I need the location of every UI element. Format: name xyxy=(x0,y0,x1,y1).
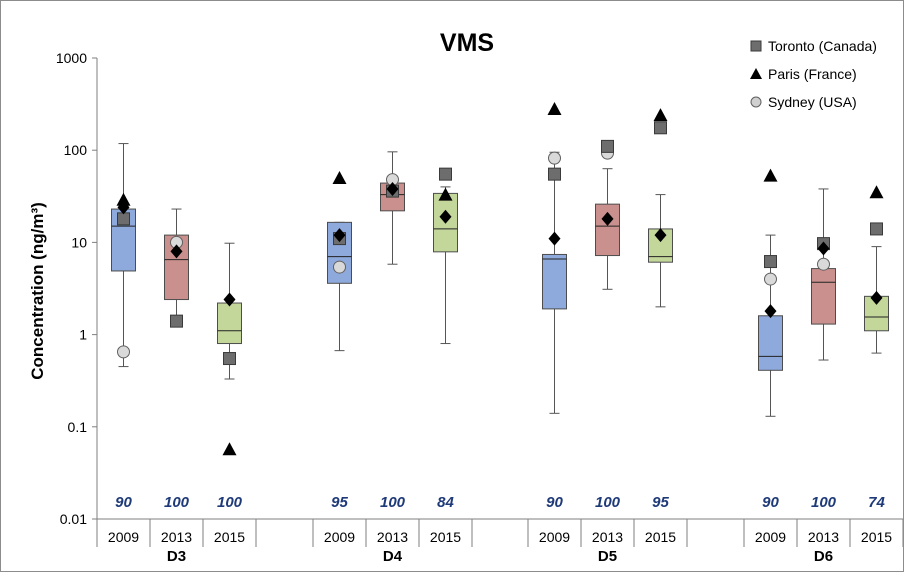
y-tick-label: 0.01 xyxy=(60,511,87,527)
sydney-marker xyxy=(333,260,346,274)
legend-toronto-marker xyxy=(750,40,762,52)
group-label: D6 xyxy=(814,548,833,565)
mean-diamond-marker xyxy=(439,209,452,224)
paris-marker xyxy=(222,442,237,456)
mean-diamond-marker xyxy=(548,231,561,246)
sydney-marker xyxy=(548,151,561,165)
paris-marker xyxy=(763,168,778,182)
toronto-marker xyxy=(548,167,561,181)
y-tick-label: 1 xyxy=(79,327,87,343)
year-tick-label: 2009 xyxy=(324,529,355,545)
y-axis-label: Concentration (ng/m³) xyxy=(28,202,47,380)
mean-diamond-marker xyxy=(817,241,830,256)
toronto-marker xyxy=(170,314,183,328)
box-iqr xyxy=(542,253,567,310)
paris-marker xyxy=(547,101,562,115)
sample-count-label: 84 xyxy=(437,494,454,511)
box-iqr xyxy=(758,315,783,371)
year-tick-label: 2013 xyxy=(161,529,192,545)
legend-label: Toronto (Canada) xyxy=(768,38,877,54)
sample-count-label: 74 xyxy=(868,494,885,511)
box-iqr xyxy=(595,203,620,257)
year-tick-label: 2013 xyxy=(808,529,839,545)
plot-area: 0.01 0.1 1 10 100 1000 D3 D4 D5 D6 90 2009 100 2013 10… xyxy=(56,50,904,565)
year-tick-label: 2013 xyxy=(592,529,623,545)
legend-paris-marker xyxy=(750,68,762,79)
toronto-marker xyxy=(439,167,452,181)
mean-diamond-marker xyxy=(170,244,183,259)
toronto-marker xyxy=(223,352,236,366)
mean-diamond-marker xyxy=(764,304,777,319)
sample-count-label: 90 xyxy=(762,494,779,511)
toronto-marker xyxy=(764,255,777,269)
year-tick-label: 2009 xyxy=(755,529,786,545)
sample-count-label: 95 xyxy=(331,494,348,511)
box-iqr xyxy=(811,268,836,325)
sydney-marker xyxy=(117,345,130,359)
paris-marker xyxy=(653,108,668,122)
toronto-marker xyxy=(117,212,130,226)
mean-diamond-marker xyxy=(333,228,346,243)
sydney-marker xyxy=(817,257,830,271)
sample-count-label: 100 xyxy=(164,494,190,511)
sample-count-label: 90 xyxy=(546,494,563,511)
y-tick-label: 0.1 xyxy=(68,419,88,435)
sample-count-label: 100 xyxy=(811,494,837,511)
box-iqr xyxy=(217,302,242,345)
y-tick-label: 1000 xyxy=(56,50,87,66)
legend-sydney-marker xyxy=(750,96,762,108)
sample-count-label: 90 xyxy=(115,494,132,511)
legend-label: Paris (France) xyxy=(768,66,857,82)
y-tick-label: 100 xyxy=(64,142,88,158)
year-tick-label: 2015 xyxy=(430,529,461,545)
group-label: D4 xyxy=(383,548,403,565)
mean-diamond-marker xyxy=(654,228,667,243)
y-tick-label: 10 xyxy=(71,234,87,250)
paris-marker xyxy=(116,192,131,206)
year-tick-label: 2015 xyxy=(645,529,676,545)
year-tick-label: 2015 xyxy=(214,529,245,545)
sydney-marker xyxy=(764,272,777,286)
year-tick-label: 2009 xyxy=(108,529,139,545)
mean-diamond-marker xyxy=(223,292,236,307)
mean-diamond-marker xyxy=(601,211,614,226)
legend-label: Sydney (USA) xyxy=(768,94,857,110)
toronto-marker xyxy=(601,139,614,153)
group-label: D5 xyxy=(598,548,617,565)
mean-diamond-marker xyxy=(117,200,130,215)
sample-count-label: 95 xyxy=(652,494,669,511)
group-label: D3 xyxy=(167,548,186,565)
mean-diamond-marker xyxy=(870,290,883,305)
paris-marker xyxy=(869,185,884,199)
toronto-marker xyxy=(870,222,883,236)
year-tick-label: 2015 xyxy=(861,529,892,545)
chart-title: VMS xyxy=(440,29,494,57)
sample-count-label: 100 xyxy=(217,494,243,511)
legend: Toronto (Canada) Paris (France) Sydney (US… xyxy=(750,38,877,110)
paris-marker xyxy=(438,187,453,201)
toronto-marker xyxy=(654,121,667,135)
sample-count-label: 100 xyxy=(595,494,621,511)
paris-marker xyxy=(332,170,347,184)
sample-count-label: 100 xyxy=(380,494,406,511)
mean-diamond-marker xyxy=(386,181,399,196)
year-tick-label: 2013 xyxy=(377,529,408,545)
year-tick-label: 2009 xyxy=(539,529,570,545)
